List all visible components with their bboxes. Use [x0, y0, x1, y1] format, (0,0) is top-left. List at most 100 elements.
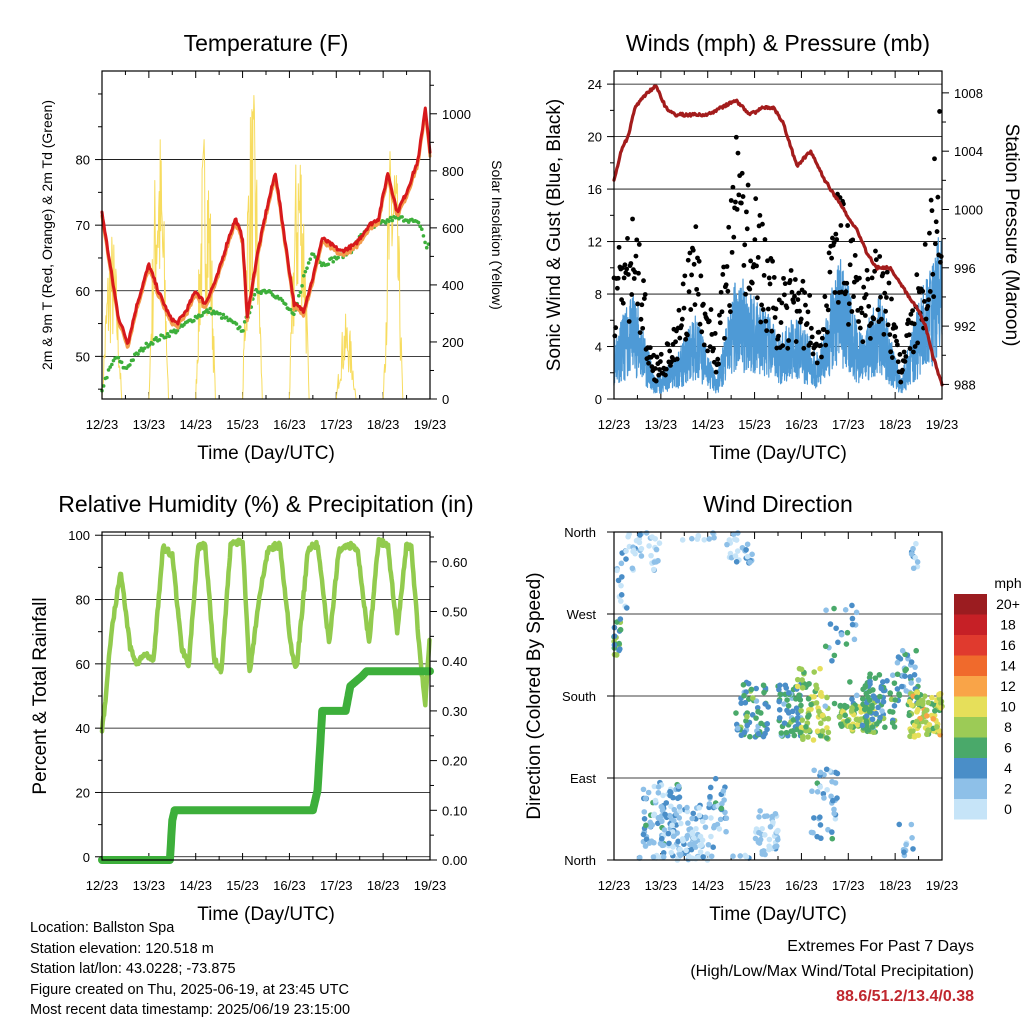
direction-point	[849, 621, 856, 628]
gust-point	[864, 267, 870, 273]
x-tick-label: 14/23	[179, 878, 212, 893]
gust-point	[935, 194, 941, 200]
direction-point	[659, 835, 665, 842]
direction-point	[827, 621, 834, 627]
direction-point	[915, 723, 922, 729]
station-info: Location: Ballston Spa Station elevation…	[30, 918, 350, 1021]
gust-point	[852, 253, 858, 258]
gust-point	[872, 268, 878, 274]
direction-point	[643, 822, 649, 829]
direction-point	[915, 732, 922, 739]
x-tick-label: 17/23	[320, 878, 353, 893]
extremes-values: 88.6/51.2/13.4/0.38	[836, 988, 974, 1005]
direction-point	[617, 646, 623, 652]
x-tick-label: 18/23	[879, 878, 912, 893]
direction-point	[648, 552, 654, 559]
y-tick-label: 12	[588, 235, 602, 250]
direction-point	[915, 677, 922, 683]
dewpoint-point	[298, 290, 303, 294]
gust-point	[906, 332, 912, 338]
dewpoint-point	[192, 318, 196, 323]
gust-point	[807, 293, 813, 298]
dewpoint-point	[241, 328, 245, 333]
direction-point	[638, 553, 645, 559]
direction-point	[758, 720, 764, 727]
direction-point	[854, 721, 861, 728]
gust-point	[855, 308, 861, 313]
direction-point	[743, 854, 750, 860]
y-tick-label-right: 600	[442, 221, 464, 236]
gust-point	[727, 303, 732, 308]
direction-point	[869, 716, 876, 723]
direction-point	[670, 833, 677, 840]
direction-point	[765, 704, 771, 710]
gust-point	[880, 271, 886, 276]
gust-point	[796, 290, 802, 296]
gust-point	[736, 192, 742, 198]
x-tick-label: 16/23	[785, 417, 818, 432]
direction-point	[764, 721, 771, 727]
gust-point	[792, 294, 797, 299]
dewpoint-point	[167, 334, 172, 339]
gust-point	[694, 286, 700, 292]
direction-point	[908, 659, 915, 665]
gust-point	[932, 241, 938, 247]
direction-point	[761, 813, 768, 820]
gust-point	[932, 156, 937, 162]
direction-point	[828, 793, 834, 800]
gust-point	[802, 290, 808, 295]
direction-point	[706, 536, 713, 542]
legend-label: 10	[1000, 699, 1016, 715]
gust-point	[856, 319, 861, 324]
gust-point	[834, 237, 840, 242]
rh-line	[99, 536, 432, 734]
gust-point	[863, 292, 869, 297]
gust-point	[922, 241, 928, 247]
plot-border	[613, 531, 943, 861]
gust-point	[858, 305, 864, 311]
direction-point	[759, 825, 765, 832]
direction-point	[762, 730, 768, 737]
x-tick-label: 15/23	[738, 417, 771, 432]
x-tick-label: 14/23	[691, 878, 724, 893]
direction-point	[869, 724, 876, 730]
direction-point	[688, 846, 695, 853]
direction-point	[660, 854, 667, 860]
x-tick-label: 15/23	[738, 878, 771, 893]
direction-point	[651, 811, 658, 818]
dewpoint-point	[101, 384, 106, 388]
dewpoint-point	[292, 312, 296, 317]
gust-point	[886, 280, 892, 286]
direction-point	[799, 684, 806, 691]
x-tick-label: 16/23	[273, 878, 306, 893]
direction-point	[817, 784, 824, 790]
y-axis-label: Sonic Wind & Gust (Blue, Black)	[544, 99, 565, 371]
gust-point	[778, 320, 784, 325]
direction-point	[811, 669, 817, 675]
direction-point	[623, 556, 629, 562]
plot-border	[101, 531, 431, 861]
dewpoint-point	[142, 346, 147, 350]
speed-legend: mph 20+ 18 16 14 12 10 8 6 4 2 0	[954, 575, 1022, 820]
direction-point	[694, 536, 701, 542]
direction-point	[706, 801, 713, 807]
gust-point	[908, 311, 914, 317]
chart-title: Relative Humidity (%) & Precipitation (i…	[58, 491, 473, 517]
gust-point	[866, 303, 872, 309]
direction-point	[910, 565, 917, 572]
direction-point	[760, 682, 767, 689]
chart-panel-1: Temperature (F) Time (Day/UTC) 2m & 9m T (…	[39, 30, 505, 464]
dewpoint-point	[175, 328, 180, 333]
direction-point	[675, 783, 682, 790]
y-tick-label: 70	[76, 218, 90, 233]
gust-point	[905, 317, 911, 323]
y-tick-label: 8	[595, 287, 602, 302]
gust-point	[781, 292, 787, 298]
direction-point	[623, 548, 629, 554]
gust-point	[763, 318, 769, 324]
extremes-box: Extremes For Past 7 Days (High/Low/Max W…	[690, 934, 974, 1009]
direction-point	[832, 816, 839, 822]
gust-point	[832, 290, 838, 295]
direction-point	[869, 704, 875, 711]
